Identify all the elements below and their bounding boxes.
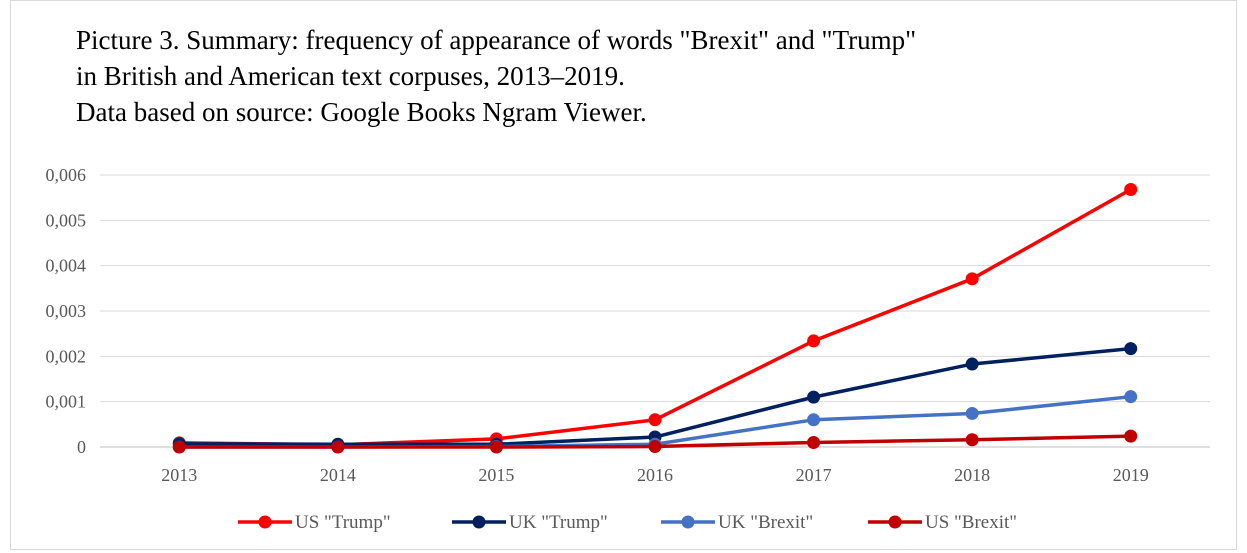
x-axis-ticks: 2013 2014 2015 2016 2017 2018 2019 (161, 465, 1148, 485)
y-tick-label: 0,005 (46, 210, 87, 230)
legend-label: UK "Brexit" (718, 512, 813, 533)
x-tick-label: 2019 (1113, 465, 1149, 485)
legend-label: UK "Trump" (509, 512, 608, 533)
title-line-2: in British and American text corpuses, 2… (76, 61, 625, 91)
data-point (807, 435, 821, 449)
x-tick-label: 2018 (954, 465, 990, 485)
data-point (648, 413, 662, 427)
legend-label: US "Brexit" (925, 512, 1017, 533)
series-line-1 (179, 346, 1131, 447)
y-tick-label: 0,002 (46, 346, 87, 366)
y-tick-label: 0,006 (46, 165, 87, 185)
x-tick-label: 2015 (478, 465, 514, 485)
data-point (965, 433, 979, 447)
series-lines (172, 183, 1138, 454)
legend-swatch-marker (472, 515, 486, 529)
x-tick-label: 2014 (320, 465, 356, 485)
data-point (965, 406, 979, 420)
x-tick-label: 2017 (796, 465, 832, 485)
y-tick-label: 0 (77, 437, 86, 457)
y-tick-label: 0,001 (46, 392, 87, 412)
data-point (172, 440, 186, 454)
data-point (965, 272, 979, 286)
data-point (648, 440, 662, 454)
chart-frame (10, 0, 1237, 550)
data-point (807, 413, 821, 427)
y-axis-ticks: 0 0,001 0,002 0,003 0,004 0,005 0,006 (46, 165, 87, 457)
legend: US "Trump" UK "Trump" UK "Brexit" US "Brexi… (238, 512, 1017, 533)
data-point (807, 334, 821, 348)
title-line-1: Picture 3. Summary: frequency of appeara… (76, 25, 917, 55)
data-point (1124, 390, 1138, 404)
x-tick-label: 2013 (161, 465, 197, 485)
data-point (1124, 429, 1138, 443)
series-line-0 (179, 187, 1132, 447)
data-point (1124, 183, 1138, 197)
legend-label: US "Trump" (295, 512, 391, 533)
chart-title: Picture 3. Summary: frequency of appeara… (76, 22, 1176, 130)
legend-swatch-marker (681, 515, 695, 529)
title-line-3: Data based on source: Google Books Ngram… (76, 97, 647, 127)
y-tick-label: 0,003 (46, 301, 87, 321)
legend-swatch-marker (258, 515, 272, 529)
data-point (807, 390, 821, 404)
y-tick-label: 0,004 (46, 256, 87, 276)
data-point (965, 357, 979, 371)
x-tick-label: 2016 (637, 465, 673, 485)
data-point (489, 440, 503, 454)
data-point (331, 440, 345, 454)
legend-swatch-marker (888, 515, 902, 529)
data-point (1124, 342, 1138, 356)
